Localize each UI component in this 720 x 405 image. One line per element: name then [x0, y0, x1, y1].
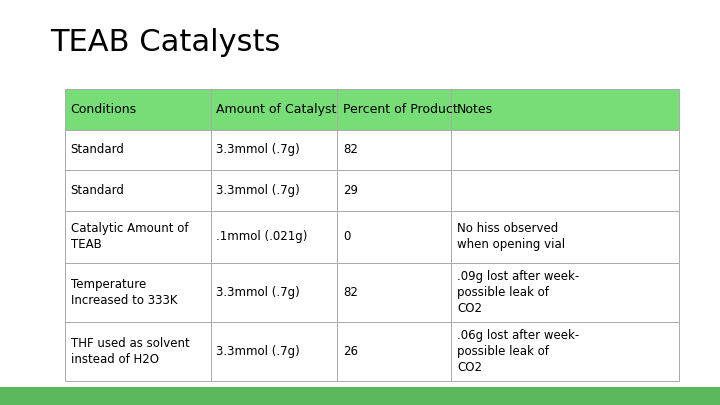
- Text: .09g lost after week-
possible leak of
CO2: .09g lost after week- possible leak of C…: [457, 270, 580, 315]
- Text: Conditions: Conditions: [71, 103, 137, 116]
- Text: Percent of Product: Percent of Product: [343, 103, 458, 116]
- Text: .1mmol (.021g): .1mmol (.021g): [216, 230, 307, 243]
- Text: TEAB Catalysts: TEAB Catalysts: [50, 28, 281, 58]
- Text: 3.3mmol (.7g): 3.3mmol (.7g): [216, 143, 300, 156]
- Text: Catalytic Amount of
TEAB: Catalytic Amount of TEAB: [71, 222, 188, 252]
- Text: No hiss observed
when opening vial: No hiss observed when opening vial: [457, 222, 565, 252]
- Text: 82: 82: [343, 143, 358, 156]
- Text: Standard: Standard: [71, 184, 125, 197]
- Text: Notes: Notes: [457, 103, 493, 116]
- Text: 26: 26: [343, 345, 358, 358]
- Text: Standard: Standard: [71, 143, 125, 156]
- Text: Temperature
Increased to 333K: Temperature Increased to 333K: [71, 278, 177, 307]
- Text: 82: 82: [343, 286, 358, 299]
- Text: 0: 0: [343, 230, 351, 243]
- Text: 3.3mmol (.7g): 3.3mmol (.7g): [216, 184, 300, 197]
- Text: Amount of Catalyst: Amount of Catalyst: [216, 103, 337, 116]
- Text: 3.3mmol (.7g): 3.3mmol (.7g): [216, 286, 300, 299]
- Text: 29: 29: [343, 184, 358, 197]
- Text: THF used as solvent
instead of H2O: THF used as solvent instead of H2O: [71, 337, 189, 366]
- Text: 3.3mmol (.7g): 3.3mmol (.7g): [216, 345, 300, 358]
- Text: .06g lost after week-
possible leak of
CO2: .06g lost after week- possible leak of C…: [457, 329, 580, 374]
